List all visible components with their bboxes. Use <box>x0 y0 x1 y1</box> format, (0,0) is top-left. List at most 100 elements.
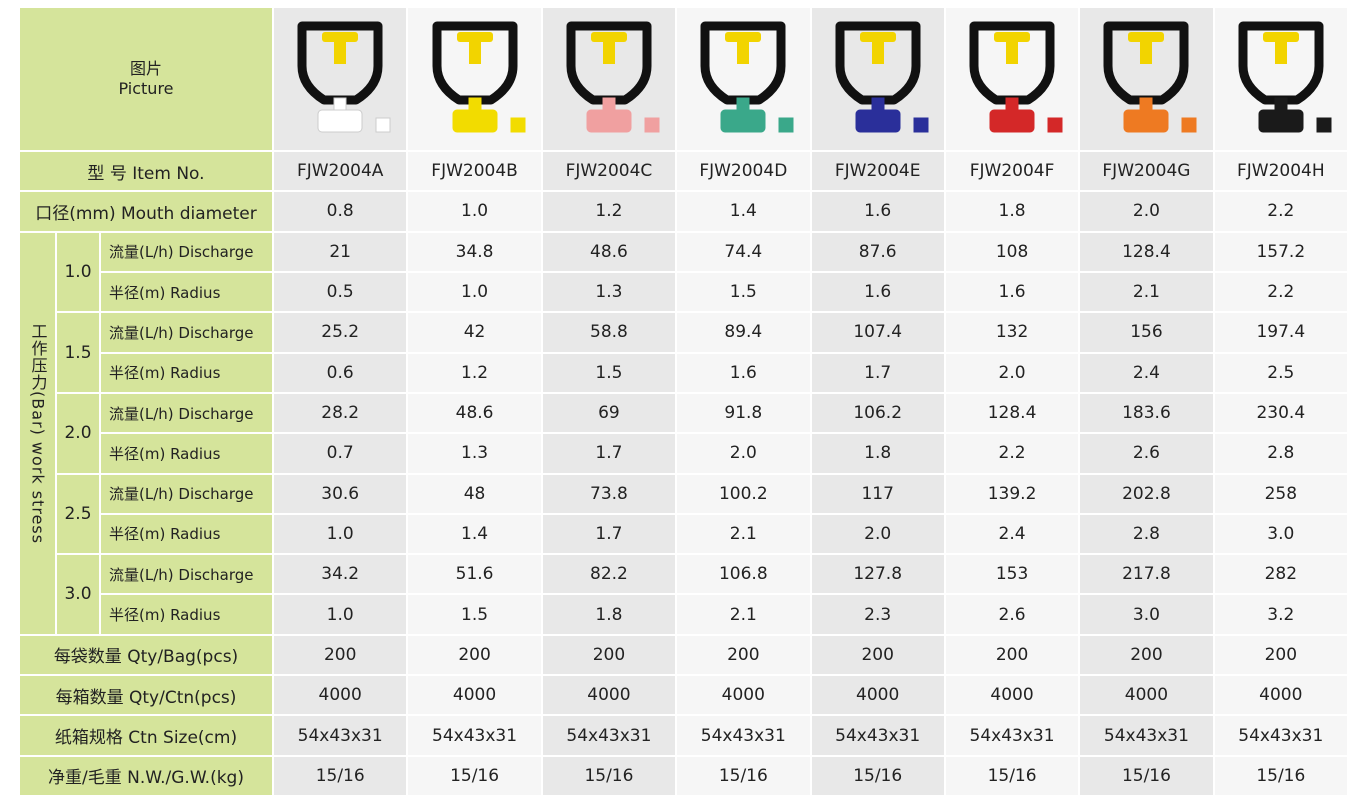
discharge: 157.2 <box>1215 233 1347 271</box>
row-value: 4000 <box>274 676 406 714</box>
row-value: 15/16 <box>946 757 1078 795</box>
row-value: 200 <box>812 636 944 674</box>
radius: 2.0 <box>677 434 809 472</box>
picture-cell <box>408 8 540 150</box>
discharge: 48.6 <box>543 233 675 271</box>
discharge: 217.8 <box>1080 555 1212 593</box>
pressure-header-text: 工作压力(Bar) work stress <box>26 323 50 544</box>
row-value: 54x43x31 <box>812 716 944 754</box>
radius: 3.0 <box>1080 595 1212 633</box>
picture-cell <box>812 8 944 150</box>
sprinkler-image <box>952 14 1072 144</box>
discharge: 51.6 <box>408 555 540 593</box>
radius: 2.1 <box>677 515 809 553</box>
pressure-value: 2.0 <box>57 394 99 473</box>
radius: 1.5 <box>408 595 540 633</box>
discharge: 282 <box>1215 555 1347 593</box>
mouth-diameter: 0.8 <box>274 192 406 230</box>
row-value: 15/16 <box>408 757 540 795</box>
discharge: 230.4 <box>1215 394 1347 432</box>
mouth-diameter: 1.8 <box>946 192 1078 230</box>
discharge: 42 <box>408 313 540 351</box>
item-no: FJW2004C <box>543 152 675 190</box>
discharge: 87.6 <box>812 233 944 271</box>
radius: 1.0 <box>274 515 406 553</box>
discharge: 127.8 <box>812 555 944 593</box>
discharge: 69 <box>543 394 675 432</box>
radius: 1.3 <box>543 273 675 311</box>
row-value: 4000 <box>677 676 809 714</box>
row-value: 200 <box>543 636 675 674</box>
row-label: 每箱数量 Qty/Ctn(pcs) <box>20 676 272 714</box>
discharge: 107.4 <box>812 313 944 351</box>
discharge: 156 <box>1080 313 1212 351</box>
radius: 1.0 <box>274 595 406 633</box>
row-value: 15/16 <box>274 757 406 795</box>
page: 图片Picture <box>0 0 1367 795</box>
radius: 1.6 <box>812 273 944 311</box>
discharge-label: 流量(L/h) Discharge <box>101 394 272 432</box>
row-value: 15/16 <box>543 757 675 795</box>
item-no: FJW2004E <box>812 152 944 190</box>
row-label: 净重/毛重 N.W./G.W.(kg) <box>20 757 272 795</box>
radius: 1.4 <box>408 515 540 553</box>
sprinkler-image <box>415 14 535 144</box>
discharge-label: 流量(L/h) Discharge <box>101 233 272 271</box>
row-value: 200 <box>677 636 809 674</box>
discharge: 108 <box>946 233 1078 271</box>
radius-label: 半径(m) Radius <box>101 595 272 633</box>
discharge: 100.2 <box>677 475 809 513</box>
discharge: 58.8 <box>543 313 675 351</box>
row-value: 54x43x31 <box>408 716 540 754</box>
mouth-diameter: 1.6 <box>812 192 944 230</box>
row-value: 54x43x31 <box>677 716 809 754</box>
radius: 2.3 <box>812 595 944 633</box>
discharge: 34.2 <box>274 555 406 593</box>
discharge-label: 流量(L/h) Discharge <box>101 555 272 593</box>
discharge: 91.8 <box>677 394 809 432</box>
picture-cell <box>1080 8 1212 150</box>
row-value: 4000 <box>1215 676 1347 714</box>
picture-cell <box>677 8 809 150</box>
sprinkler-image <box>683 14 803 144</box>
discharge: 34.8 <box>408 233 540 271</box>
picture-cell <box>1215 8 1347 150</box>
radius: 2.2 <box>946 434 1078 472</box>
pressure-header: 工作压力(Bar) work stress <box>20 233 55 634</box>
radius-label: 半径(m) Radius <box>101 515 272 553</box>
mouth-diameter: 1.0 <box>408 192 540 230</box>
radius: 1.5 <box>677 273 809 311</box>
discharge: 183.6 <box>1080 394 1212 432</box>
mouth-diameter: 1.2 <box>543 192 675 230</box>
radius: 2.1 <box>677 595 809 633</box>
radius: 1.0 <box>408 273 540 311</box>
radius: 1.5 <box>543 354 675 392</box>
discharge: 106.2 <box>812 394 944 432</box>
pressure-value: 2.5 <box>57 475 99 554</box>
radius: 1.6 <box>677 354 809 392</box>
discharge: 48 <box>408 475 540 513</box>
row-value: 15/16 <box>1080 757 1212 795</box>
item-no: FJW2004A <box>274 152 406 190</box>
radius: 2.8 <box>1215 434 1347 472</box>
pressure-value: 1.0 <box>57 233 99 312</box>
header-en: Picture <box>118 79 173 99</box>
radius: 2.5 <box>1215 354 1347 392</box>
radius: 0.5 <box>274 273 406 311</box>
discharge: 74.4 <box>677 233 809 271</box>
item-no: FJW2004H <box>1215 152 1347 190</box>
row-value: 200 <box>408 636 540 674</box>
radius: 0.6 <box>274 354 406 392</box>
picture-cell <box>946 8 1078 150</box>
row-value: 15/16 <box>677 757 809 795</box>
item-no: FJW2004D <box>677 152 809 190</box>
item-no: FJW2004G <box>1080 152 1212 190</box>
radius-label: 半径(m) Radius <box>101 273 272 311</box>
radius: 0.7 <box>274 434 406 472</box>
radius-label: 半径(m) Radius <box>101 434 272 472</box>
discharge: 202.8 <box>1080 475 1212 513</box>
row-value: 54x43x31 <box>946 716 1078 754</box>
radius-label: 半径(m) Radius <box>101 354 272 392</box>
radius: 2.2 <box>1215 273 1347 311</box>
